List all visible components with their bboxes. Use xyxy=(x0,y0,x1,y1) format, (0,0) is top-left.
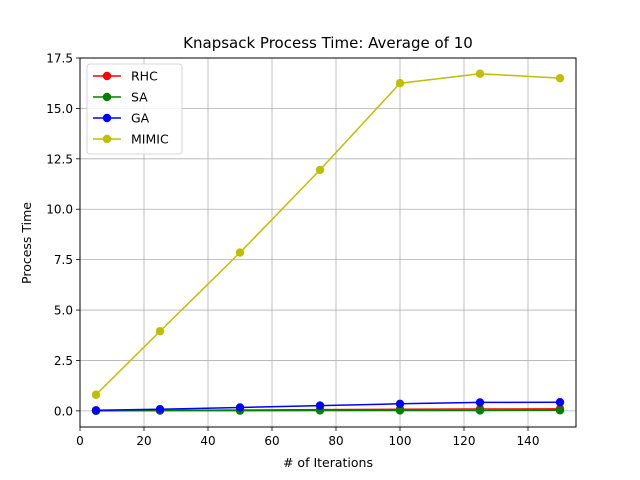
data-point-ga xyxy=(91,406,101,415)
x-tick-label: 20 xyxy=(136,434,151,448)
data-point-ga xyxy=(155,405,165,414)
x-tick-label: 60 xyxy=(264,434,279,448)
legend-label: RHC xyxy=(131,69,158,84)
data-point-mimic xyxy=(91,390,101,399)
data-point-sa xyxy=(555,406,565,415)
x-tick-label: 0 xyxy=(76,434,84,448)
y-axis-ticks: 0.0 2.5 5.0 7.5 10.0 12.5 15.0 17.5 xyxy=(46,52,80,418)
x-tick-label: 40 xyxy=(200,434,215,448)
y-tick-label: 12.5 xyxy=(46,152,73,166)
data-point-ga xyxy=(235,403,245,412)
y-tick-label: 10.0 xyxy=(46,203,73,217)
y-tick-label: 15.0 xyxy=(46,102,73,116)
data-point-mimic xyxy=(155,327,165,336)
y-tick-label: 7.5 xyxy=(54,253,73,267)
data-point-mimic xyxy=(235,248,245,257)
x-tick-label: 100 xyxy=(389,434,412,448)
x-tick-label: 140 xyxy=(517,434,540,448)
data-point-ga xyxy=(555,397,565,407)
series-ga xyxy=(91,397,565,415)
x-axis-ticks: 0 20 40 60 80 100 120 140 xyxy=(76,427,539,448)
y-tick-label: 2.5 xyxy=(54,354,73,368)
y-tick-label: 17.5 xyxy=(46,52,73,66)
legend-label: MIMIC xyxy=(131,132,169,147)
legend-item-ga: GA xyxy=(93,111,150,126)
data-point-ga xyxy=(475,398,485,407)
legend-item-mimic: MIMIC xyxy=(93,132,169,147)
x-axis-label: # of Iterations xyxy=(283,455,373,470)
y-tick-label: 5.0 xyxy=(54,304,73,318)
data-point-sa xyxy=(475,406,485,415)
series-line-sa xyxy=(95,409,561,412)
legend-box xyxy=(86,63,183,155)
legend-item-rhc: RHC xyxy=(93,69,158,84)
data-point-mimic xyxy=(475,69,485,78)
data-point-sa xyxy=(395,406,405,415)
legend-label: SA xyxy=(131,90,148,105)
legend-marker xyxy=(102,71,112,81)
data-point-mimic xyxy=(315,165,325,175)
data-point-ga xyxy=(315,401,325,410)
legend-item-sa: SA xyxy=(93,90,148,105)
data-point-mimic xyxy=(555,73,565,83)
data-point-mimic xyxy=(395,79,405,88)
legend-label: GA xyxy=(131,111,150,126)
series-mimic xyxy=(91,69,565,399)
legend: RHC SA GA MIMIC xyxy=(86,63,183,155)
data-point-ga xyxy=(395,399,405,409)
legend-marker xyxy=(102,92,112,102)
plot-frame xyxy=(79,57,577,428)
y-tick-label: 0.0 xyxy=(54,404,73,418)
chart-title: Knapsack Process Time: Average of 10 xyxy=(183,34,473,52)
legend-marker xyxy=(102,134,112,144)
series-layer xyxy=(91,69,565,416)
x-tick-label: 80 xyxy=(328,434,343,448)
legend-marker xyxy=(102,113,112,123)
x-tick-label: 120 xyxy=(453,434,476,448)
y-axis-label: Process Time xyxy=(19,202,34,284)
